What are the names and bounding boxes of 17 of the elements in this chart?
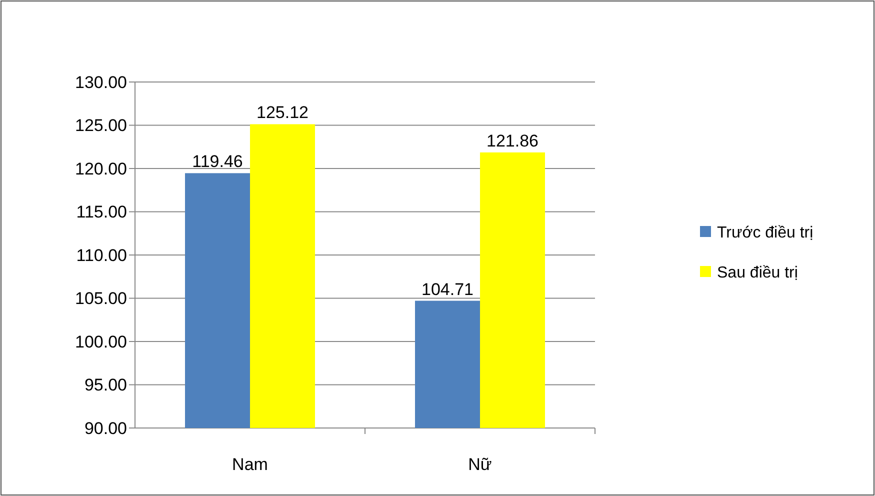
y-tick-label: 95.00	[84, 376, 127, 395]
y-tick-label: 130.00	[75, 72, 127, 92]
legend-label: Sau điều trị	[717, 264, 798, 282]
data-label: 121.86	[486, 131, 538, 150]
y-tick-label: 125.00	[75, 116, 127, 136]
data-label: 119.46	[192, 152, 243, 172]
data-label: 125.12	[256, 103, 308, 122]
x-tick-label: Nam	[232, 455, 268, 474]
data-label: 104.71	[422, 280, 474, 299]
y-tick-label: 90.00	[84, 418, 127, 438]
y-tick-label: 115.00	[76, 202, 127, 222]
y-tick-label: 120.00	[75, 159, 127, 178]
y-tick-label: 110.00	[76, 246, 127, 265]
legend-label: Trước điều trị	[717, 224, 814, 242]
y-tick-label: 105.00	[75, 289, 127, 308]
x-tick-label: Nữ	[468, 455, 492, 474]
y-tick-label: 100.00	[75, 332, 127, 352]
